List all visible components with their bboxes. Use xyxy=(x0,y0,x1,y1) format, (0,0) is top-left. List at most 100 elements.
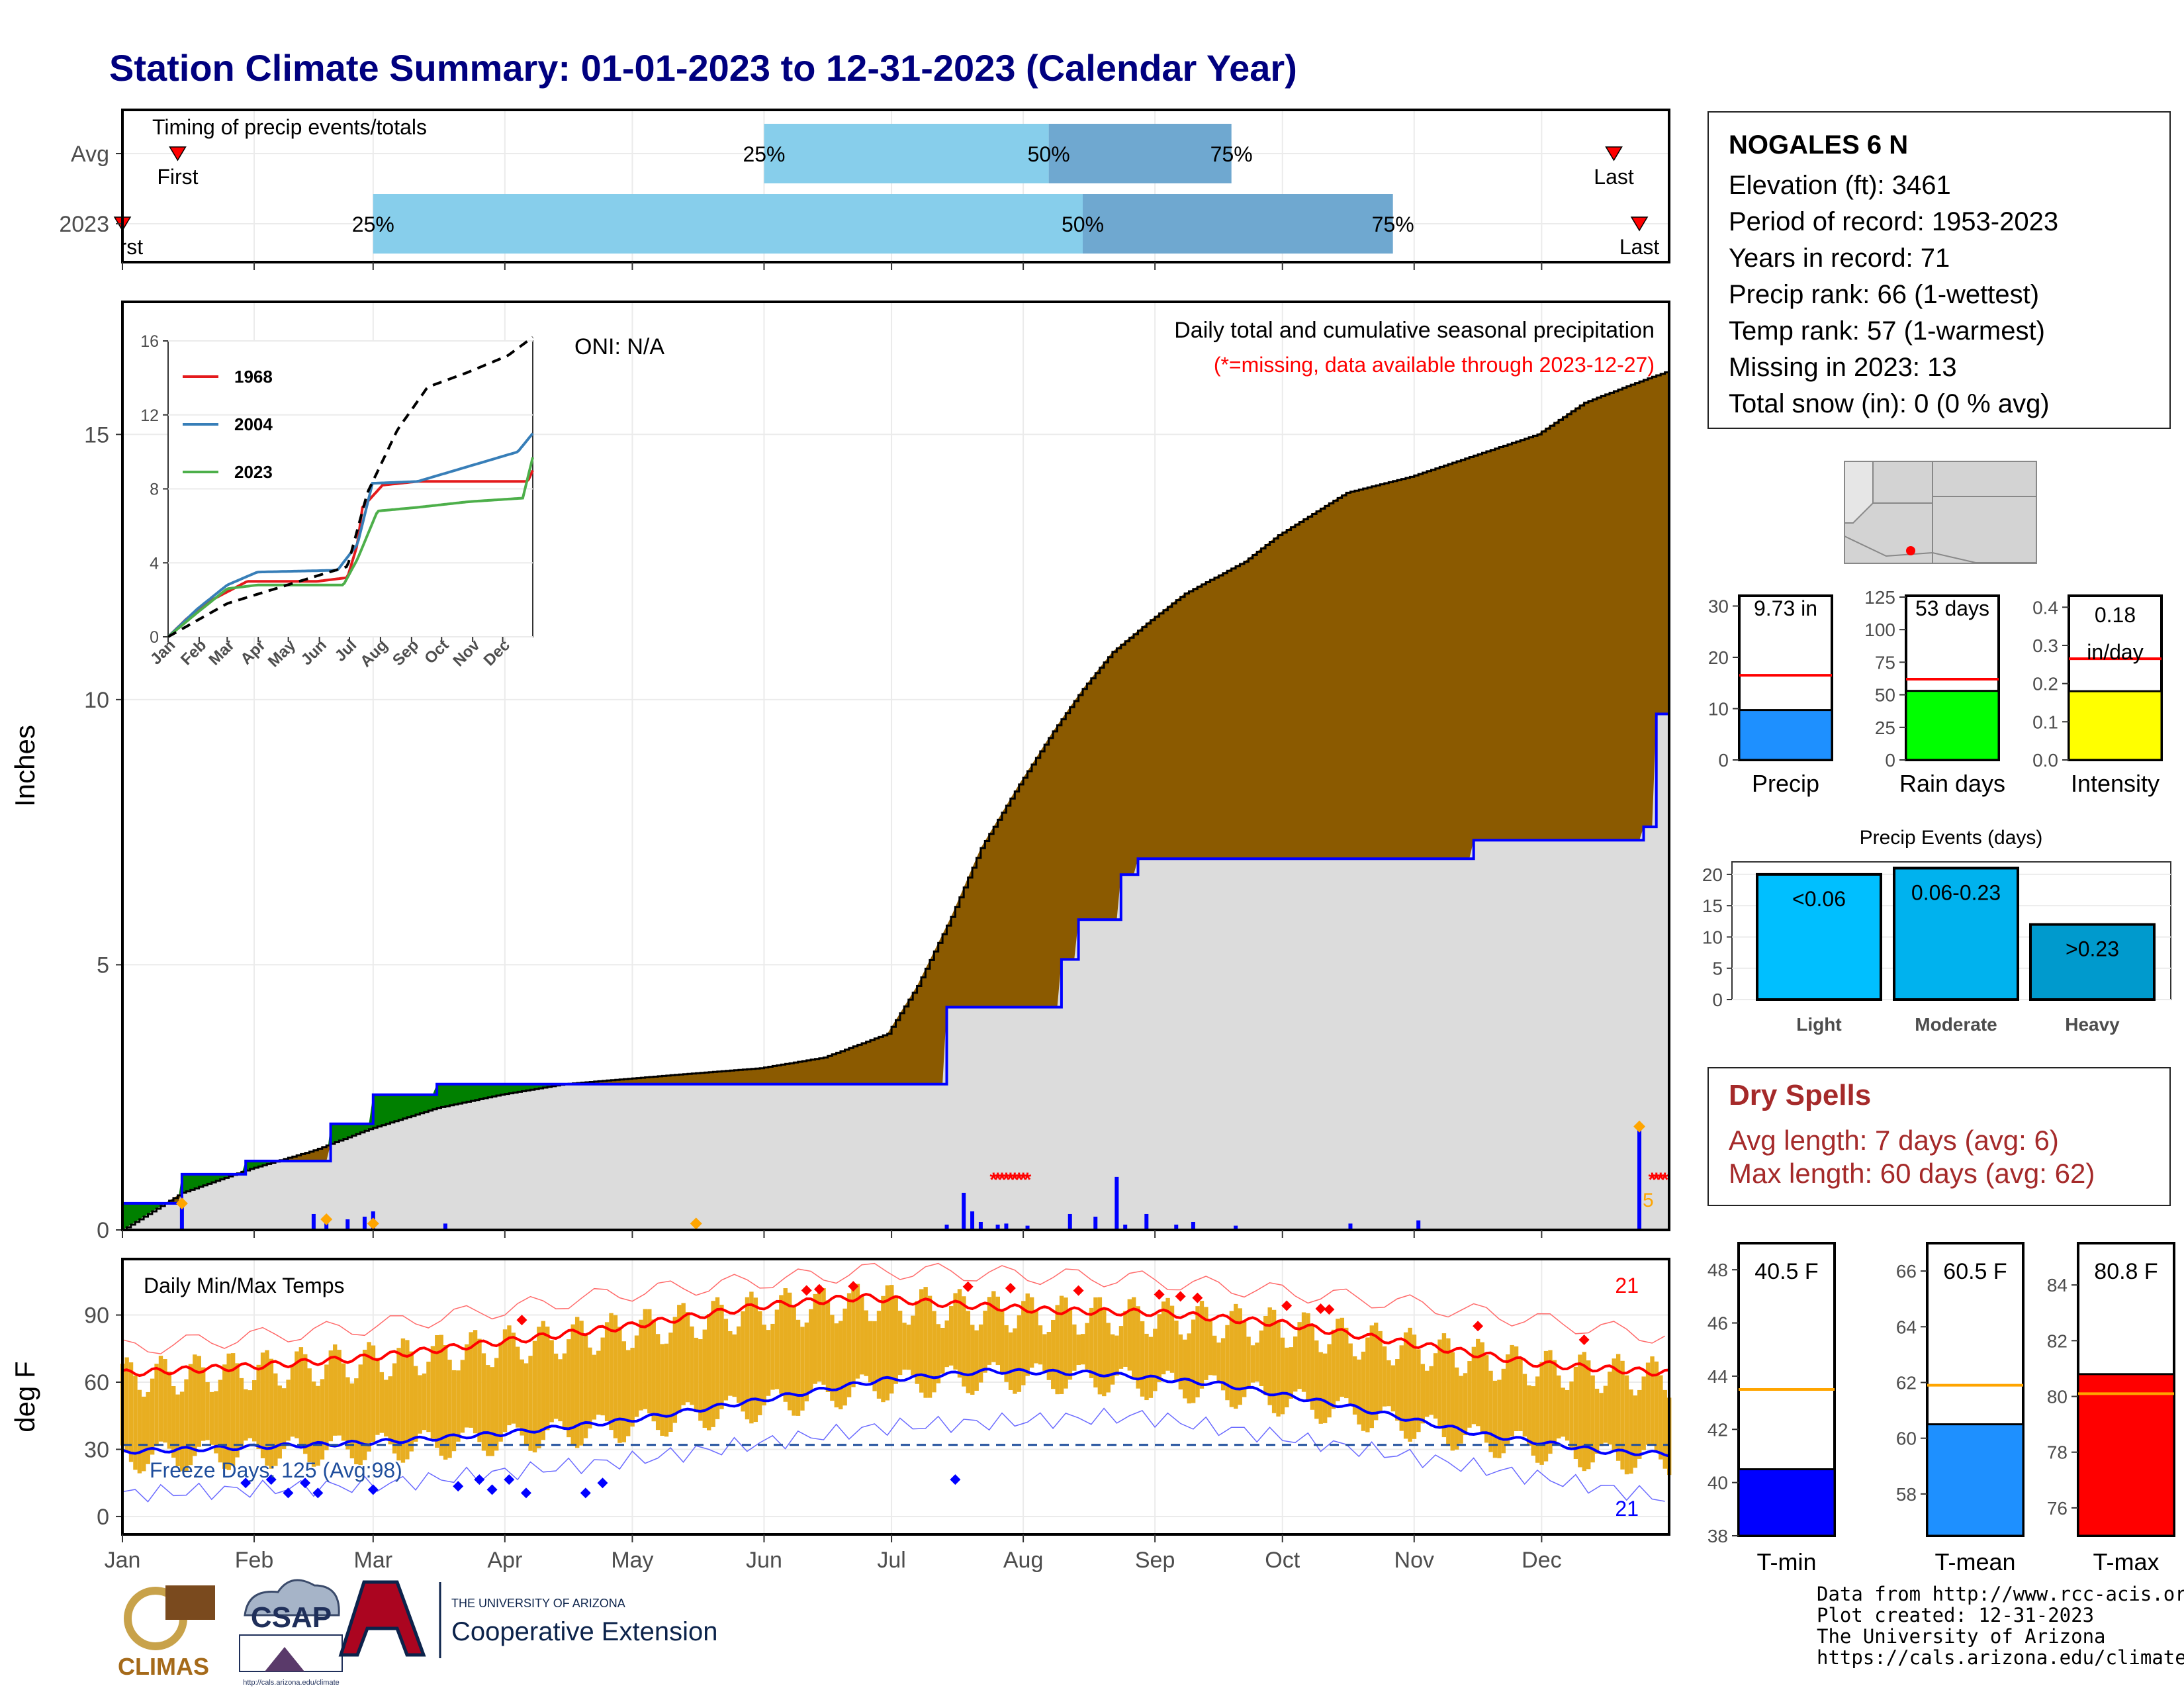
daily-temp-bar xyxy=(655,1334,660,1430)
daily-temp-bar xyxy=(490,1367,494,1456)
daily-temp-bar xyxy=(269,1358,274,1469)
daily-temp-bar xyxy=(1654,1361,1659,1451)
daily-temp-bar xyxy=(643,1309,648,1409)
daily-temp-bar xyxy=(860,1295,864,1375)
daily-temp-bar xyxy=(418,1375,422,1434)
daily-temp-bar xyxy=(664,1343,669,1437)
missing-marker: * xyxy=(1653,1169,1661,1191)
last-marker xyxy=(1630,216,1649,232)
daily-temp-bar xyxy=(1633,1395,1638,1468)
daily-temp-bar xyxy=(290,1364,295,1437)
temp-ytick: 90 xyxy=(84,1303,109,1329)
precip-ytick: 0 xyxy=(97,1218,109,1243)
daily-temp-bar xyxy=(749,1291,754,1424)
daily-temp-bar xyxy=(150,1378,155,1455)
events-ytick: 20 xyxy=(1702,865,1723,885)
record-low-marker xyxy=(950,1474,961,1485)
daily-temp-bar xyxy=(1029,1297,1034,1368)
daily-temp-bar xyxy=(1662,1389,1667,1469)
timing-bar-50-75 xyxy=(1048,124,1232,183)
last-label: Last xyxy=(1619,235,1660,259)
daily-temp-bar xyxy=(897,1311,903,1376)
daily-temp-bar xyxy=(179,1391,185,1472)
daily-temp-bar xyxy=(473,1330,478,1434)
daily-temp-bar xyxy=(694,1337,699,1413)
daily-temp-bar xyxy=(681,1303,686,1405)
daily-temp-bar xyxy=(358,1364,363,1466)
daily-temp-bar xyxy=(787,1292,792,1411)
daily-temp-bar xyxy=(1369,1325,1374,1429)
tbar-ytick: 80 xyxy=(2047,1387,2068,1407)
daily-temp-bar xyxy=(1080,1334,1085,1365)
dry-spells-title: Dry Spells xyxy=(1729,1079,1872,1111)
daily-temp-bar xyxy=(1463,1373,1468,1436)
daily-temp-bar xyxy=(128,1362,134,1462)
daily-temp-bar xyxy=(872,1321,877,1391)
temp-ytick: 30 xyxy=(84,1437,109,1462)
tbar-bar xyxy=(2077,1373,2175,1537)
daily-temp-bar xyxy=(987,1297,992,1365)
daily-temp-bar xyxy=(222,1364,227,1469)
daily-temp-bar xyxy=(1280,1337,1285,1415)
daily-temp-bar xyxy=(991,1291,996,1362)
missing-marker: * xyxy=(989,1169,997,1191)
avg-cumulative-line xyxy=(122,371,1670,1231)
daily-temp-bar xyxy=(1569,1381,1574,1449)
daily-temp-bar xyxy=(388,1376,392,1444)
daily-temp-bar xyxy=(885,1285,890,1401)
daily-temp-bar xyxy=(1318,1352,1323,1424)
tbar-ytick: 84 xyxy=(2047,1275,2068,1295)
daily-temp-bar xyxy=(1068,1309,1073,1380)
daily-temp-bar xyxy=(477,1338,482,1442)
daily-temp-bar xyxy=(919,1289,924,1393)
stat-ytick: 10 xyxy=(1708,699,1729,720)
daily-temp-bar xyxy=(1645,1362,1651,1445)
daily-temp-bar xyxy=(1085,1323,1089,1370)
daily-precip-bar xyxy=(1234,1225,1238,1230)
daily-temp-bar xyxy=(1132,1297,1136,1379)
daily-temp-bar xyxy=(167,1371,172,1449)
daily-temp-bar xyxy=(715,1297,720,1419)
events-category: Moderate xyxy=(1915,1014,1997,1035)
tbar-ytick: 60 xyxy=(1896,1429,1917,1449)
daily-temp-bar xyxy=(158,1356,163,1442)
station-info-box: NOGALES 6 N Elevation (ft): 3461 Period … xyxy=(1707,111,2171,429)
daily-temp-bar xyxy=(1008,1332,1013,1390)
legend-label: 2004 xyxy=(234,414,273,434)
tbar-label: T-max xyxy=(2093,1548,2159,1575)
daily-temp-bar xyxy=(209,1391,214,1445)
station-name: NOGALES 6 N xyxy=(1729,130,1909,160)
daily-temp-bar xyxy=(1055,1305,1060,1395)
record-low-marker xyxy=(486,1484,498,1495)
tbar-ytick: 40 xyxy=(1707,1473,1728,1493)
daily-temp-bar xyxy=(1144,1333,1149,1401)
daily-temp-bar xyxy=(839,1321,843,1409)
timing-title: Timing of precip events/totals xyxy=(152,115,427,139)
daily-temp-bar xyxy=(396,1348,401,1461)
events-category: Heavy xyxy=(2065,1014,2120,1035)
daily-temp-bar xyxy=(1234,1303,1238,1409)
daily-temp-bar xyxy=(1557,1375,1561,1438)
overlap-fill xyxy=(122,714,1669,1230)
daily-temp-bar xyxy=(1136,1306,1140,1389)
daily-temp-bar xyxy=(1289,1347,1293,1399)
daily-temp-bar xyxy=(1531,1386,1535,1456)
page-title: Station Climate Summary: 01-01-2023 to 1… xyxy=(109,47,1297,89)
missing-marker: * xyxy=(1648,1169,1656,1191)
daily-temp-bar xyxy=(341,1363,346,1441)
oni-label: ONI: N/A xyxy=(574,334,664,359)
daily-temp-bar xyxy=(766,1330,771,1396)
daily-temp-bar xyxy=(184,1379,189,1471)
p25-label: 25% xyxy=(352,212,394,236)
daily-temp-bar xyxy=(235,1363,240,1458)
daily-temp-bar xyxy=(672,1317,678,1423)
daily-temp-bar xyxy=(1097,1297,1103,1395)
daily-precip-bar xyxy=(1004,1223,1009,1230)
temp-bars: 38 40 42 44 46 48 40.5 F T-min 58 60 62 64 66 60.5 F T… xyxy=(1707,1242,2175,1575)
daily-temp-bar xyxy=(600,1337,605,1416)
record-high-marker xyxy=(801,1285,812,1296)
daily-temp-bar xyxy=(579,1321,584,1446)
record-low-marker xyxy=(504,1474,515,1485)
daily-temp-bar xyxy=(770,1323,775,1390)
daily-temp-bar xyxy=(1195,1306,1200,1397)
